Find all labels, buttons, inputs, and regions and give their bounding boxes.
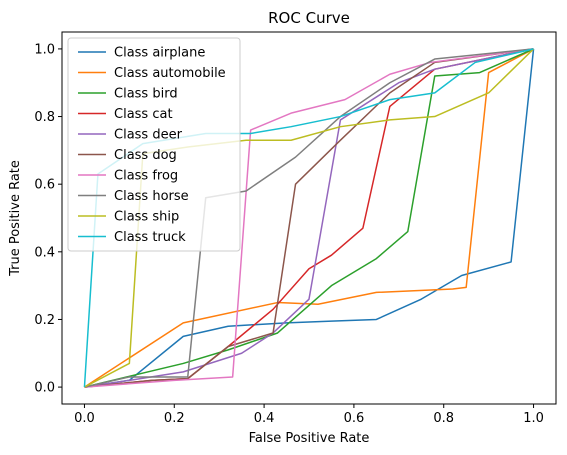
series-line-class-airplane [84, 48, 535, 388]
series-line-class-horse [84, 48, 534, 388]
legend-label: Class horse [114, 189, 189, 204]
y-axis-label: True Positive Rate [8, 160, 23, 277]
legend-label: Class ship [114, 210, 179, 225]
x-tick-label: 0.8 [433, 411, 454, 426]
legend-label: Class airplane [114, 46, 205, 61]
x-axis-ticks: 0.0 0.2 0.4 0.6 0.8 1.0 [74, 404, 544, 426]
chart-title: ROC Curve [268, 9, 350, 27]
legend-box [67, 37, 241, 252]
y-tick-label: 0.4 [34, 245, 55, 260]
legend: Class airplane Class automobile Class bird… [67, 37, 241, 252]
x-tick-label: 1.0 [523, 411, 544, 426]
series-line-class-automobile [84, 48, 534, 388]
legend-label: Class cat [114, 107, 173, 122]
y-tick-label: 0.2 [34, 313, 55, 328]
x-tick-label: 0.2 [164, 411, 185, 426]
x-tick-label: 0.6 [344, 411, 365, 426]
x-tick-label: 0.0 [74, 411, 95, 426]
legend-label: Class frog [114, 169, 178, 184]
legend-label: Class deer [114, 128, 183, 143]
series-line-class-deer [84, 48, 534, 388]
series-line-class-frog [84, 48, 534, 388]
y-tick-label: 1.0 [34, 42, 55, 57]
y-tick-label: 0.0 [34, 381, 55, 396]
legend-label: Class truck [114, 230, 186, 245]
series-line-class-dog [84, 48, 534, 388]
y-tick-label: 0.6 [34, 178, 55, 193]
plot-lines [83, 48, 535, 388]
legend-label: Class automobile [114, 66, 226, 81]
y-tick-label: 0.8 [34, 110, 55, 125]
x-axis-label: False Positive Rate [249, 431, 370, 446]
plot-frame [61, 31, 557, 405]
series-line-class-bird [84, 48, 534, 388]
x-tick-label: 0.4 [254, 411, 275, 426]
y-axis-ticks: 0.0 0.2 0.4 0.6 0.8 1.0 [34, 42, 62, 396]
legend-label: Class bird [114, 87, 178, 102]
legend-label: Class dog [114, 148, 177, 163]
